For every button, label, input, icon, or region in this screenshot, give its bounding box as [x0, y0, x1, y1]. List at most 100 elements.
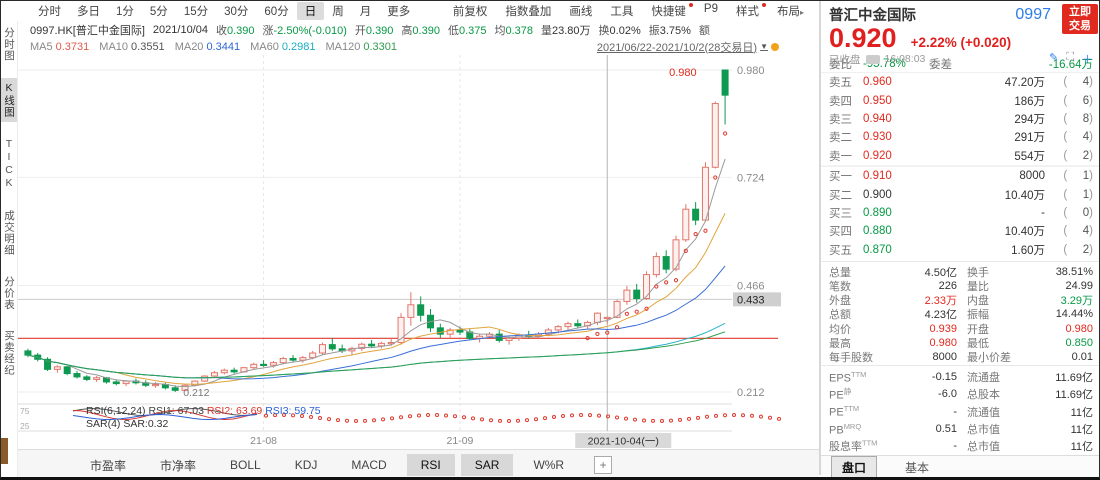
book-level-label: 买二	[829, 189, 852, 202]
indicator-tab-W%R[interactable]: W%R	[533, 458, 565, 472]
indicator-tab-MACD[interactable]: MACD	[351, 458, 387, 472]
sar-dot	[713, 175, 718, 180]
quote-tab-盘口[interactable]: 盘口	[831, 456, 878, 477]
ma-value: 0.3441	[206, 40, 241, 53]
candle-body	[83, 376, 91, 380]
sar-pane-dot	[777, 416, 781, 421]
add-icon[interactable]: ＋	[1082, 54, 1093, 66]
book-row-买五[interactable]: 买五 0.870 1.60万 (2)	[821, 241, 1099, 259]
candle-body	[122, 380, 130, 385]
kline-chart[interactable]: 0.980 0.724 0.466 0.212 21-08 21-09 0.980 0.212…	[18, 55, 819, 449]
kline-chart-svg[interactable]: 0.980 0.724 0.466 0.212 21-08 21-09 0.980 0.212…	[18, 55, 819, 449]
date-range-selector[interactable]: 2021/06/22-2021/10/2(28交易日) ▼	[597, 39, 779, 55]
sar-dot	[664, 280, 669, 285]
sidebar-item-成交明细[interactable]: 成交明细	[3, 209, 15, 256]
book-volume: 554万	[1014, 150, 1045, 163]
field-收: 收0.390	[216, 25, 255, 37]
tool-布局[interactable]: 布局▸	[776, 6, 804, 18]
book-row-卖五[interactable]: 卖五 0.960 47.20万 (4)	[821, 73, 1099, 91]
tool-画线[interactable]: 画线	[569, 6, 593, 18]
period-tab-月[interactable]: 月	[359, 6, 372, 18]
stat-value: 24.99	[1065, 280, 1093, 293]
candle-body	[436, 327, 444, 335]
period-tabs: 分时 多日 1分 5分 15分 30分 60分日周 月 更多	[30, 2, 418, 20]
period-tab-30分[interactable]: 30分	[224, 6, 249, 18]
sar-pane-dot	[615, 415, 619, 420]
stat-value: 3.29万	[1060, 295, 1093, 308]
quote-time: 16:08:03	[884, 53, 926, 65]
quote-tab-基本[interactable]: 基本	[905, 461, 930, 476]
chevron-down-icon: ▼	[760, 42, 768, 51]
sar-pane-dot	[552, 414, 556, 419]
indicator-tab-KDJ[interactable]: KDJ	[294, 458, 318, 472]
trade-now-button[interactable]: 立即 交易	[1062, 4, 1098, 34]
tool-样式[interactable]: 样式	[727, 2, 768, 20]
book-row-卖四[interactable]: 卖四 0.950 186万 (6)	[821, 91, 1099, 109]
sar-pane-dot	[480, 417, 484, 422]
candle-body	[368, 343, 376, 347]
period-tab-分时[interactable]: 分时	[38, 6, 61, 18]
tool-P9[interactable]: P9	[703, 3, 718, 15]
indicator-tab-市净率[interactable]: 市净率	[160, 458, 197, 473]
indicator-tab-RSI[interactable]: RSI	[406, 454, 455, 476]
sidebar-item-分时图[interactable]: 分时图	[3, 27, 15, 62]
book-price: 0.930	[863, 131, 892, 144]
financial-label: 流通值	[967, 406, 1000, 419]
count-number: 6	[1082, 94, 1090, 107]
indicator-tab-BOLL[interactable]: BOLL	[230, 458, 261, 472]
candle-body	[309, 352, 317, 359]
period-tab-日[interactable]: 日	[296, 2, 325, 20]
book-row-买三[interactable]: 买三 0.890 - (0)	[821, 204, 1099, 222]
field-低: 低0.375	[448, 25, 487, 37]
tool-快捷键[interactable]: 快捷键	[642, 2, 695, 20]
tool-工具[interactable]: 工具	[610, 6, 634, 18]
rsi-line	[72, 408, 258, 416]
period-tab-周[interactable]: 周	[332, 6, 344, 18]
sar-pane-dot	[390, 416, 394, 421]
period-tab-5分[interactable]: 5分	[149, 6, 168, 18]
indicator-tab-市盈率[interactable]: 市盈率	[90, 458, 127, 473]
sidebar-item-TICK[interactable]: TICK	[3, 137, 15, 190]
market-badge-icon	[865, 54, 880, 64]
edit-icon[interactable]: ✎	[1049, 52, 1059, 64]
period-tab-1分[interactable]: 1分	[116, 6, 134, 18]
sar-pane-dot	[543, 416, 547, 421]
period-tab-更多[interactable]: 更多	[387, 6, 411, 18]
book-row-卖三[interactable]: 卖三 0.940 294万 (8)	[821, 110, 1099, 128]
period-tab-多日[interactable]: 多日	[77, 6, 100, 18]
add-indicator-button[interactable]: +	[594, 456, 613, 474]
sar-pane-dot	[426, 413, 430, 418]
toolbar-tools: 前复权 指数叠加 画线 工具 快捷键 P9 样式 布局▸	[444, 2, 813, 20]
price-change: +2.22% (+0.020)	[911, 35, 1012, 50]
sar-pane-dot	[570, 413, 574, 418]
ma-value: 0.3731	[55, 40, 90, 53]
financial-label: 总股本	[967, 389, 1000, 402]
sidebar-item-K线图[interactable]: K线图	[1, 77, 17, 122]
book-price: 0.870	[863, 243, 892, 256]
book-row-卖一[interactable]: 卖一 0.920 554万 (2)	[821, 147, 1099, 165]
book-level-label: 买三	[829, 207, 852, 220]
book-row-买四[interactable]: 买四 0.880 10.40万 (4)	[821, 222, 1099, 240]
book-order-count: (4)	[1063, 131, 1093, 144]
tool-前复权[interactable]: 前复权	[452, 6, 488, 18]
period-tab-60分[interactable]: 60分	[264, 6, 289, 18]
period-tab-15分[interactable]: 15分	[183, 6, 209, 18]
screenshot-icon[interactable]: ⛶	[1066, 51, 1074, 63]
candle-body	[613, 300, 621, 318]
tool-指数叠加[interactable]: 指数叠加	[505, 6, 552, 18]
book-row-买二[interactable]: 买二 0.900 10.40万 (1)	[821, 185, 1099, 203]
stat-value: 226	[938, 280, 957, 293]
sidebar-item-分价表[interactable]: 分价表	[3, 275, 15, 311]
book-row-买一[interactable]: 买一 0.910 8000 (1)	[821, 167, 1099, 185]
rsi-value: RSI1: 67.03	[148, 405, 204, 417]
sar-dot	[624, 311, 629, 316]
book-row-卖二[interactable]: 卖二 0.930 291万 (4)	[821, 128, 1099, 146]
sar-pane-dot	[660, 418, 664, 423]
financial-value: -	[953, 405, 957, 418]
sidebar-item-买卖经纪[interactable]: 买卖经纪	[3, 330, 15, 376]
trade-button-line1: 立即	[1069, 6, 1091, 18]
candle-body	[210, 372, 218, 377]
stat-label: 量比	[967, 281, 989, 294]
indicator-tab-SAR[interactable]: SAR	[460, 454, 514, 476]
book-price: 0.880	[863, 225, 892, 238]
